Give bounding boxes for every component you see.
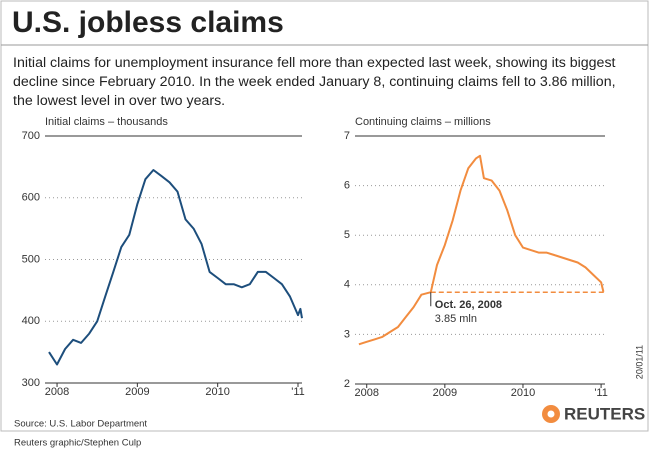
y-tick-label: 7 [344,130,350,142]
x-tick-label: 2010 [511,387,535,399]
y-tick-label: 300 [22,377,40,389]
annotation-value: 3.85 mln [435,313,477,325]
subtitle: Continuing claims – millions [355,116,491,128]
y-tick-label: 5 [344,229,350,241]
y-tick-label: 4 [344,279,350,291]
x-tick-label: '11 [291,386,305,398]
y-tick-label: 700 [22,130,40,142]
frame [0,0,649,432]
x-tick-label: 2009 [125,386,149,398]
logo: REUTERS [564,404,645,423]
credit: Reuters graphic/Stephen Culp [14,438,141,449]
subtitle: Initial claims – thousands [45,116,168,128]
annotation-label: Oct. 26, 2008 [435,299,502,311]
x-tick-label: 2009 [433,387,457,399]
source: Source: U.S. Labor Department [14,419,147,430]
data-line [358,154,605,346]
data-line [48,169,303,366]
description: Initial claims for unemployment insuranc… [13,55,616,109]
y-tick-label: 400 [22,315,40,327]
x-tick-label: '11 [594,387,608,399]
y-tick-label: 6 [344,180,350,192]
x-tick-label: 2008 [45,386,69,398]
x-tick-label: 2008 [354,387,378,399]
x-tick-label: 2010 [205,386,229,398]
logo-icon [547,410,555,418]
title: U.S. jobless claims [12,6,284,39]
y-tick-label: 2 [344,378,350,390]
y-tick-label: 600 [22,192,40,204]
y-tick-label: 500 [22,253,40,265]
date: 20/01/11 [634,345,644,379]
y-tick-label: 3 [344,328,350,340]
